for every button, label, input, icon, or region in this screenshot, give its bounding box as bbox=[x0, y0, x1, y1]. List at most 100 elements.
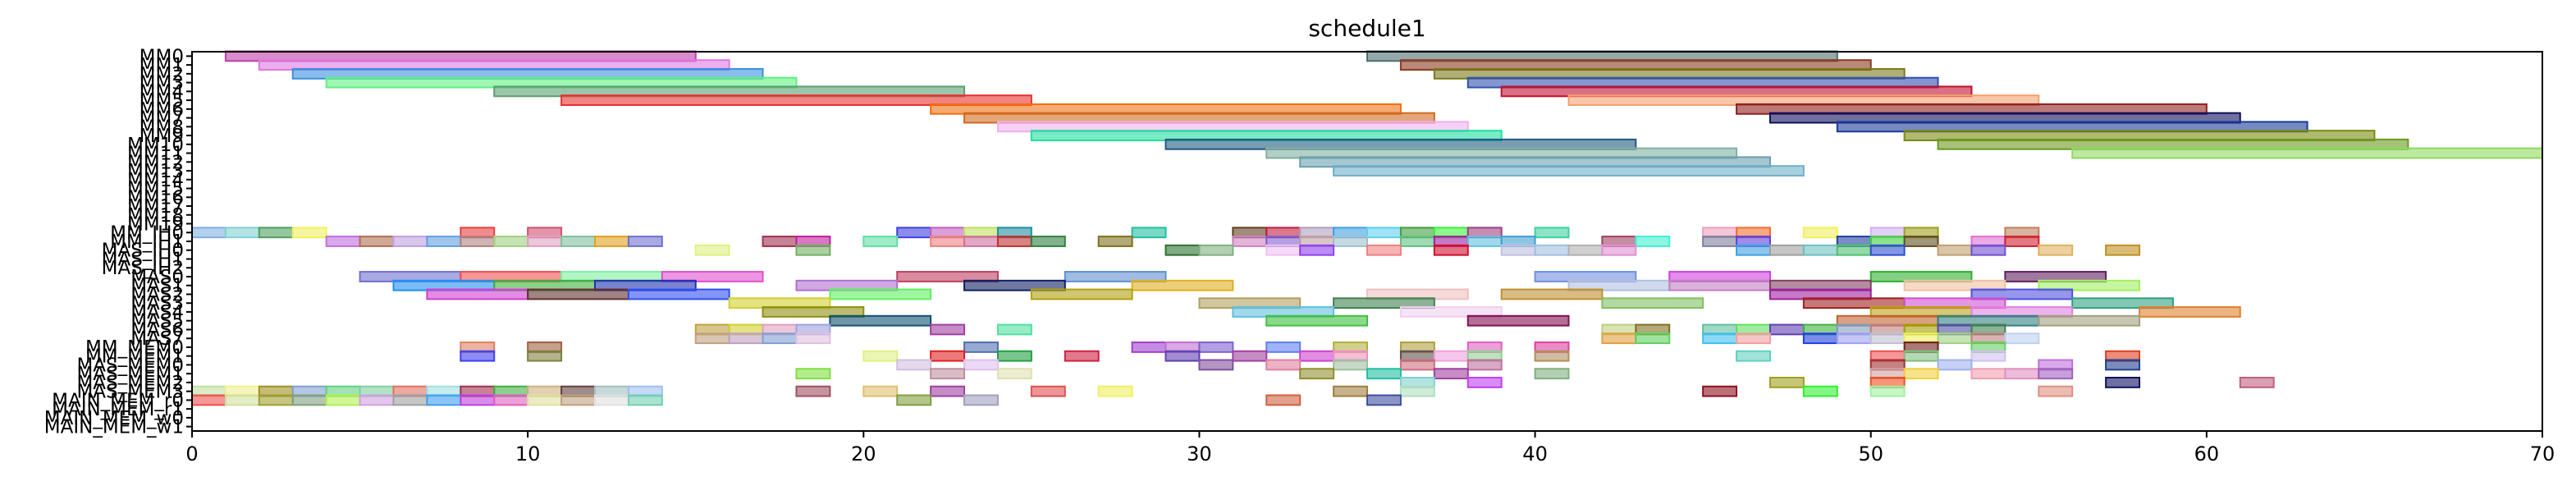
task-bar-MAS7-186 bbox=[1937, 332, 1973, 345]
task-bar-MAS_MEM0-226 bbox=[1399, 359, 1435, 371]
task-bar-MAS_IH0-88 bbox=[795, 244, 831, 256]
task-bar-MAS_MEM3-269 bbox=[1333, 385, 1368, 397]
x-tick-label-30: 30 bbox=[1187, 442, 1212, 465]
row-label-MAIN_MEM_w0: MAIN_MEM_w0 bbox=[44, 408, 184, 429]
task-bar-MAS_MEM1-241 bbox=[1970, 368, 2006, 380]
task-bar-MAS0-112 bbox=[896, 271, 999, 282]
task-bar-MAIN_MEM_r0-282 bbox=[426, 394, 462, 406]
task-bars bbox=[191, 50, 2543, 406]
row-label-MAS_IH0: MAS_IH0 bbox=[102, 241, 184, 262]
task-bar-MAS_MEM3-274 bbox=[2038, 385, 2074, 397]
task-bar-MAS_IH0-90 bbox=[1198, 244, 1234, 256]
task-bar-MM_IH1-65 bbox=[930, 236, 966, 247]
task-bar-MAIN_MEM_r0-281 bbox=[392, 394, 428, 406]
task-bar-MAS_MEM3-265 bbox=[862, 385, 899, 397]
task-bar-MAS2-129 bbox=[426, 288, 529, 300]
task-bar-MAS_IH0-99 bbox=[1736, 244, 1771, 256]
row-label-MM3: MM3 bbox=[140, 73, 184, 94]
task-bar-MAS_MEM3-264 bbox=[795, 385, 831, 397]
plot-frame bbox=[191, 51, 2543, 432]
row-label-MAS5: MAS5 bbox=[130, 311, 184, 332]
task-bar-MM_IH1-56 bbox=[460, 236, 496, 247]
row-label-MAIN_MEM_r0: MAIN_MEM_r0 bbox=[52, 390, 184, 411]
row-label-MM10: MM10 bbox=[127, 135, 184, 156]
row-label-MAS6: MAS6 bbox=[130, 319, 184, 341]
task-bar-MM_MEM1-219 bbox=[1970, 350, 2006, 362]
task-bar-MM_IH1-68 bbox=[1030, 236, 1066, 247]
task-bar-MAS7-188 bbox=[2004, 332, 2040, 345]
task-bar-MM5-10 bbox=[560, 94, 1032, 107]
x-tick-label-20: 20 bbox=[851, 442, 876, 465]
row-label-MAS_MEM1: MAS_MEM1 bbox=[76, 364, 184, 385]
task-bar-MAS_IH0-100 bbox=[1768, 244, 1805, 256]
task-bar-MAIN_MEM_r0-286 bbox=[560, 394, 596, 406]
task-bar-MAS7-174 bbox=[694, 332, 730, 345]
task-bar-MM_IH1-70 bbox=[1232, 236, 1268, 247]
task-bar-MM_MEM1-205 bbox=[930, 350, 966, 362]
task-bar-MM_IH1-69 bbox=[1097, 236, 1133, 247]
task-bar-MAS_MEM1-238 bbox=[1534, 368, 1570, 380]
chart-title: schedule1 bbox=[1308, 15, 1425, 42]
task-bar-MM_MEM0-194 bbox=[1198, 342, 1234, 353]
task-bar-MM_IH0-26 bbox=[191, 227, 226, 239]
task-bar-MAIN_MEM_r0-288 bbox=[627, 394, 663, 406]
task-bar-MAS_MEM1-234 bbox=[996, 368, 1032, 380]
row-label-MAIN_MEM_w1: MAIN_MEM_w1 bbox=[44, 417, 184, 438]
task-bar-MAS_MEM2-248 bbox=[2105, 376, 2141, 388]
task-bar-MM_MEM1-213 bbox=[1433, 350, 1469, 362]
task-bar-MAS_MEM1-240 bbox=[1903, 368, 1939, 380]
task-bar-MM_MEM1-218 bbox=[1903, 350, 1939, 362]
task-bar-MAS_IH0-87 bbox=[694, 244, 730, 256]
task-bar-MM_IH1-84 bbox=[1903, 236, 1939, 247]
task-bar-MAS2-133 bbox=[1030, 288, 1133, 300]
task-bar-MAS_MEM0-222 bbox=[963, 359, 999, 371]
task-bar-MAIN_MEM_r0-280 bbox=[359, 394, 395, 406]
task-bar-MM_IH1-64 bbox=[862, 236, 899, 247]
task-bar-MAS7-176 bbox=[762, 332, 798, 345]
task-bar-MM_IH0-27 bbox=[224, 227, 260, 239]
task-bar-MAS_IH0-97 bbox=[1567, 244, 1604, 256]
task-bar-MAS_MEM3-268 bbox=[1097, 385, 1133, 397]
task-bar-MAS7-181 bbox=[1736, 332, 1771, 345]
task-bar-MAS_IH0-106 bbox=[2038, 244, 2074, 256]
task-bar-MAS_MEM0-225 bbox=[1333, 359, 1368, 371]
task-bar-MM_MEM1-209 bbox=[1232, 350, 1268, 362]
task-bar-MAIN_MEM_r0-284 bbox=[493, 394, 529, 406]
task-bar-MM_MEM0-195 bbox=[1265, 342, 1302, 353]
task-bar-MM_IH0-36 bbox=[1131, 227, 1167, 239]
task-bar-MM_MEM0-192 bbox=[1131, 342, 1167, 353]
task-bar-MAS5-153 bbox=[1466, 314, 1570, 327]
task-bar-MAS3-141 bbox=[1601, 297, 1704, 309]
row-label-MM11: MM11 bbox=[127, 144, 184, 165]
task-bar-MM_IH1-55 bbox=[426, 236, 462, 247]
task-bar-MAS4-147 bbox=[1399, 306, 1503, 318]
task-bar-MM_MEM1-215 bbox=[1534, 350, 1570, 362]
x-tick-label-10: 10 bbox=[515, 442, 541, 465]
row-label-MAS2: MAS2 bbox=[130, 284, 184, 305]
row-label-MAS_MEM0: MAS_MEM0 bbox=[76, 355, 184, 376]
task-bar-MM_IH1-54 bbox=[392, 236, 428, 247]
task-bar-MAS1-127 bbox=[1903, 279, 2006, 291]
task-bar-MAS_IH0-91 bbox=[1265, 244, 1302, 256]
row-label-MM0: MM0 bbox=[140, 46, 184, 67]
row-label-MM5: MM5 bbox=[140, 90, 184, 112]
task-bar-MM_IH0-48 bbox=[1802, 227, 1838, 239]
row-label-MM17: MM17 bbox=[127, 196, 184, 218]
row-label-MAS0: MAS0 bbox=[130, 267, 184, 288]
task-bar-MAS_IH0-107 bbox=[2105, 244, 2141, 256]
row-label-MAS1: MAS1 bbox=[130, 276, 184, 297]
task-bar-MAS1-125 bbox=[1668, 279, 1771, 291]
task-bar-MAS0-113 bbox=[1064, 271, 1167, 282]
task-bar-MAIN_MEM_r0-283 bbox=[460, 394, 496, 406]
task-bar-MAS1-123 bbox=[1131, 279, 1234, 291]
task-bar-MM_IH0-32 bbox=[896, 227, 932, 239]
x-tick-label-50: 50 bbox=[1858, 442, 1883, 465]
task-bar-MAS4-150 bbox=[2139, 306, 2241, 318]
task-bar-MAS_MEM2-246 bbox=[1768, 376, 1805, 388]
task-bar-MAS_MEM3-271 bbox=[1702, 385, 1738, 397]
task-bar-MAS7-184 bbox=[1869, 332, 1906, 345]
task-bar-MAS_MEM1-243 bbox=[2038, 368, 2074, 380]
task-bar-MAS2-137 bbox=[1970, 288, 2074, 300]
task-bar-MAS6-167 bbox=[1768, 323, 1805, 336]
